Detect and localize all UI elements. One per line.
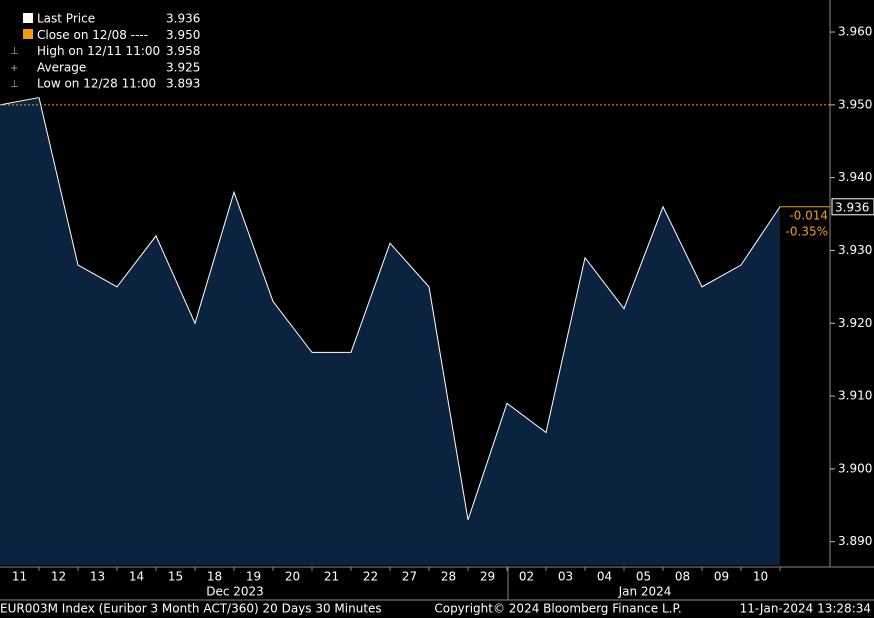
y-tick-label: 3.920 <box>838 316 872 330</box>
footer-center: Copyright© 2024 Bloomberg Finance L.P. <box>434 602 681 616</box>
last-price-label: 3.936 <box>835 200 869 214</box>
legend-label: Last Price <box>37 12 95 26</box>
legend-label: Low on 12/28 11:00 <box>37 77 156 91</box>
x-tick-label: 04 <box>597 570 612 584</box>
x-tick-label: 11 <box>12 570 27 584</box>
area-lead <box>0 97 39 566</box>
legend-glyph: ⊥ <box>10 79 19 90</box>
y-tick-label: 3.910 <box>838 389 872 403</box>
x-tick-label: 05 <box>636 570 651 584</box>
change-label: -0.014 <box>789 208 828 222</box>
legend-bg <box>0 8 212 96</box>
y-tick-label: 3.950 <box>838 97 872 111</box>
x-tick-label: 02 <box>519 570 534 584</box>
legend-value: 3.936 <box>166 12 200 26</box>
x-tick-label: 27 <box>402 570 417 584</box>
y-tick-label: 3.940 <box>838 170 872 184</box>
month-label: Dec 2023 <box>206 585 264 599</box>
last-price-box <box>831 198 874 216</box>
legend-value: 3.958 <box>166 44 200 58</box>
x-tick-label: 29 <box>480 570 495 584</box>
y-tick-label: 3.890 <box>838 534 872 548</box>
y-tick-label: 3.900 <box>838 461 872 475</box>
legend-value: 3.925 <box>166 60 200 74</box>
x-tick-label: 12 <box>51 570 66 584</box>
x-tick-label: 15 <box>168 570 183 584</box>
plot <box>0 97 830 566</box>
change-label: -0.35% <box>786 224 828 238</box>
legend-label: Average <box>37 60 86 74</box>
footer-left: EUR003M Index (Euribor 3 Month ACT/360) … <box>0 602 382 616</box>
x-tick-label: 10 <box>753 570 768 584</box>
legend: ⊥ + ⊥ Last Price 3.936 Close on 12/08 ----… <box>0 8 212 96</box>
legend-label: High on 12/11 11:00 <box>37 44 160 58</box>
legend-value: 3.893 <box>166 77 200 91</box>
line <box>38 97 781 521</box>
x-tick-label: 13 <box>90 570 105 584</box>
footer-right: 11-Jan-2024 13:28:34 <box>740 602 871 616</box>
area <box>39 97 780 566</box>
x-tick-label: 21 <box>324 570 339 584</box>
x-tick-label: 28 <box>441 570 456 584</box>
month-label: Jan 2024 <box>618 585 672 599</box>
legend-label: Close on 12/08 ---- <box>37 28 148 42</box>
x-tick-label: 22 <box>363 570 378 584</box>
y-tick-label: 3.930 <box>838 243 872 257</box>
x-tick-label: 20 <box>285 570 300 584</box>
legend-glyph: ⊥ <box>10 46 19 57</box>
x-tick-label: 08 <box>675 570 690 584</box>
x-tick-label: 09 <box>714 570 729 584</box>
x-tick-label: 18 <box>207 570 222 584</box>
legend-glyph: + <box>10 63 18 74</box>
y-tick-label: 3.960 <box>838 25 872 39</box>
legend-swatch <box>23 29 33 39</box>
x-tick-label: 19 <box>246 570 261 584</box>
legend-swatch <box>23 13 33 23</box>
line-lead <box>0 97 40 106</box>
legend-value: 3.950 <box>166 28 200 42</box>
x-tick-label: 03 <box>558 570 573 584</box>
x-tick-label: 14 <box>129 570 144 584</box>
